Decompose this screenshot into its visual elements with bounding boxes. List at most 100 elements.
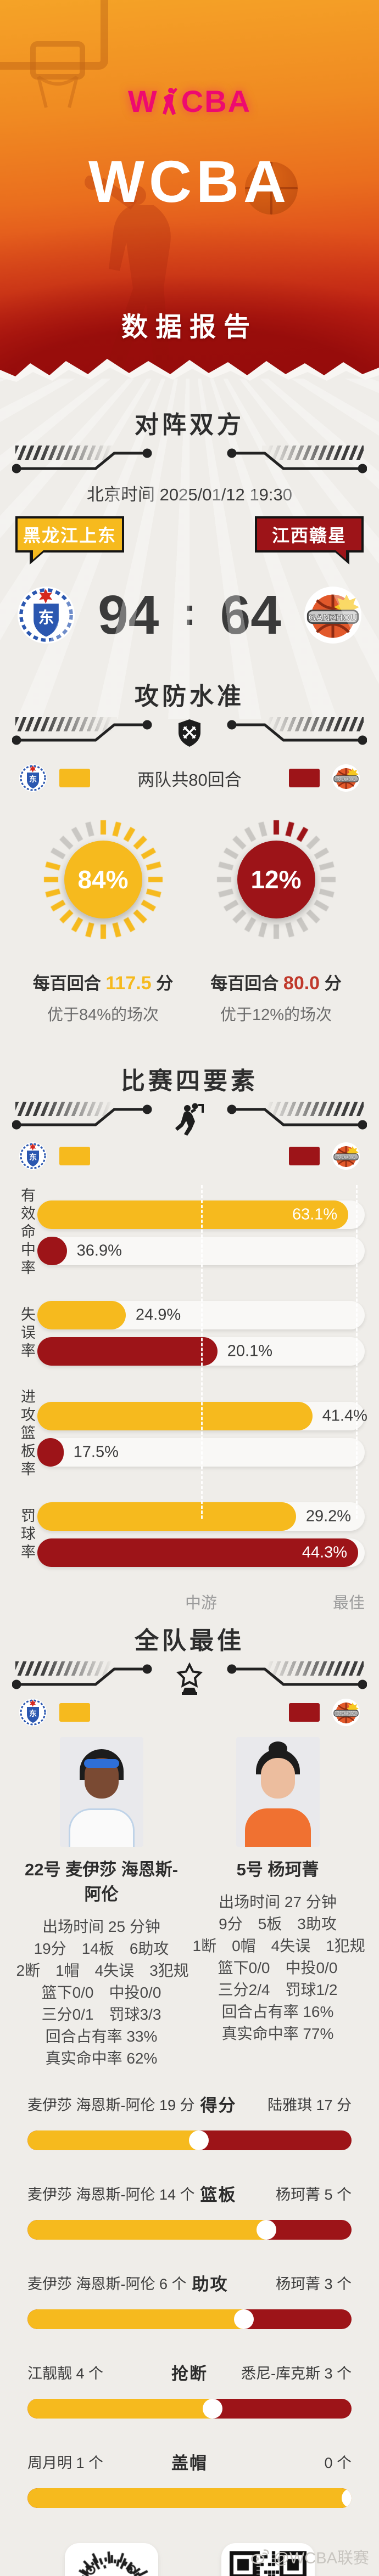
- away-color-swatch: [289, 1703, 320, 1722]
- stat-line: 真实命中率 77%: [221, 2025, 334, 2042]
- legend-row-fourfactors: [0, 1140, 379, 1172]
- leader-bar: [27, 2220, 352, 2240]
- leader-bar: [27, 2399, 352, 2419]
- leader-stat-label: 抢断: [171, 2364, 208, 2383]
- home-team-name: 黑龙江上东: [23, 526, 116, 545]
- hatch-right: [262, 717, 364, 731]
- stat-line: 9分 5板 3助攻: [219, 1915, 337, 1932]
- away-player-name: 5号 杨珂菁: [236, 1860, 319, 1879]
- four-factors-chart: 有效命中率 63.1% 36.9% 失误率 24.9%: [0, 1185, 379, 1567]
- home-bar-value: 63.1%: [292, 1205, 338, 1223]
- leader-bar-home-fill: [27, 2309, 244, 2329]
- home-team-logo: [19, 1698, 47, 1727]
- player-jersey: [68, 1808, 135, 1847]
- leader-away-label: 0 个: [324, 2455, 352, 2471]
- step-line-left: [12, 448, 152, 474]
- home-bar-fill: [37, 1401, 313, 1430]
- section-title-offdef: 攻防水准: [135, 683, 244, 710]
- away-rating-donut: 12% 每百回合 80.0 分 优于12%的场次: [194, 818, 359, 1025]
- leader-bar: [27, 2130, 352, 2150]
- hatch-right: [262, 446, 364, 460]
- away-percentile-line: 优于12%的场次: [220, 1006, 332, 1024]
- legend-away: [288, 764, 360, 792]
- section-divider: [0, 1658, 379, 1695]
- section-fourfactors-header: 比赛四要素: [0, 1061, 379, 1136]
- qr-code: [221, 2543, 315, 2576]
- rating-donuts: 84% 每百回合 117.5 分 优于84%的场次 12% 每百回合 80.0 …: [0, 818, 379, 1025]
- stat-line: 出场时间 27 分钟: [219, 1893, 337, 1910]
- player-headband: [83, 1759, 119, 1768]
- stat-line: 2断 1帽 4失误 3犯规: [16, 1962, 189, 1979]
- step-line-right: [227, 448, 367, 474]
- hatch-right: [262, 1661, 364, 1676]
- hero-shade: [0, 198, 379, 384]
- leader-bar: [27, 2309, 352, 2329]
- section-title-fourfactors: 比赛四要素: [121, 1068, 258, 1095]
- stat-line: 回合占有率 16%: [221, 2003, 334, 2020]
- four-factors-axis: 中游 最佳: [0, 1590, 379, 1612]
- legend-away: [289, 1142, 360, 1170]
- home-bar-value: 29.2%: [305, 1507, 352, 1525]
- section-divider: [0, 442, 379, 476]
- away-bar-value: 36.9%: [76, 1242, 122, 1259]
- shield-swords-icon: [179, 719, 200, 747]
- leader-home-label: 麦伊莎 海恩斯-阿伦 14 个: [27, 2186, 195, 2203]
- game-time: 北京时间 2025/01/12 19:30: [87, 485, 292, 504]
- away-team-name: 江西赣星: [271, 526, 347, 545]
- home-score: 94: [98, 584, 159, 646]
- factor-label: 有效命中率: [19, 1187, 35, 1278]
- section-matchup-header: 对阵双方: [0, 405, 379, 476]
- hatch-left: [15, 1661, 117, 1676]
- score-row: 94 : 64: [0, 584, 379, 646]
- home-color-swatch: [59, 1147, 90, 1165]
- away-bar-value: 44.3%: [302, 1543, 348, 1562]
- player-face: [260, 1758, 295, 1799]
- away-score: 64: [220, 584, 281, 646]
- leader-away-label: 悉尼-库克斯 3 个: [241, 2365, 352, 2382]
- away-bar-fill: [37, 1337, 218, 1366]
- away-donut-percent: 12%: [237, 841, 315, 918]
- factor-category-ftrate: 罚球率 29.2% 44.3%: [10, 1502, 365, 1567]
- away-team-logo: [332, 1142, 360, 1170]
- torn-paper-edge: [0, 359, 379, 384]
- home-donut-percent: 84%: [64, 841, 142, 918]
- stat-line: 出场时间 25 分钟: [42, 1918, 160, 1935]
- home-bar-fill: 63.1%: [37, 1200, 349, 1229]
- home-bar-track: 41.4%: [37, 1401, 367, 1430]
- stat-line: 篮下0/0 中投0/0: [218, 1959, 338, 1976]
- wcba-logo-cba: CBA: [181, 84, 252, 119]
- leader-away-label: 陆雅琪 17 分: [267, 2097, 352, 2113]
- home-rating-value: 117.5: [105, 973, 152, 994]
- rating-suffix: 分: [320, 974, 342, 993]
- section-offdef-header: 攻防水准: [0, 677, 379, 748]
- legend-row-teambest: [0, 1696, 379, 1728]
- rating-prefix: 每百回合: [210, 974, 283, 993]
- away-player-stats: 出场时间 27 分钟 9分 5板 3助攻 1断 0帽 4失误 1犯规 篮下0/0…: [193, 1891, 365, 2045]
- leader-stat-label: 得分: [200, 2096, 237, 2115]
- leader-bar-home-fill: [27, 2488, 352, 2508]
- step-line-right: [227, 1104, 367, 1130]
- home-bar-value: 41.4%: [322, 1407, 367, 1424]
- qr-codes: [0, 2543, 379, 2576]
- leader-row-steals: 江靓靓 4 个 抢断 悉尼-库克斯 3 个: [0, 2360, 379, 2419]
- factor-label: 失误率: [19, 1306, 35, 1361]
- step-line-right: [227, 1664, 367, 1689]
- home-team-banner: 黑龙江上东: [15, 511, 129, 565]
- qr-code-canvas: [229, 2551, 306, 2576]
- team-banners: 黑龙江上东 江西赣星: [0, 511, 379, 569]
- leader-away-label: 杨珂菁 5 个: [275, 2186, 352, 2203]
- basketball-player-icon: [175, 1103, 204, 1136]
- stat-line: 篮下0/0 中投0/0: [41, 1984, 161, 2001]
- home-team-logo: [19, 1142, 47, 1170]
- away-team-logo: [331, 764, 360, 792]
- rating-suffix: 分: [151, 974, 174, 993]
- home-color-swatch: [59, 769, 90, 787]
- section-title-matchup: 对阵双方: [135, 412, 244, 438]
- possessions-note: 两队共80回合: [137, 770, 242, 790]
- hatch-left: [15, 1102, 117, 1116]
- leader-bar-home-fill: [27, 2220, 266, 2240]
- away-bar-value: 17.5%: [73, 1443, 119, 1461]
- away-color-swatch: [289, 1147, 320, 1165]
- banner-tail-inner: [335, 550, 346, 560]
